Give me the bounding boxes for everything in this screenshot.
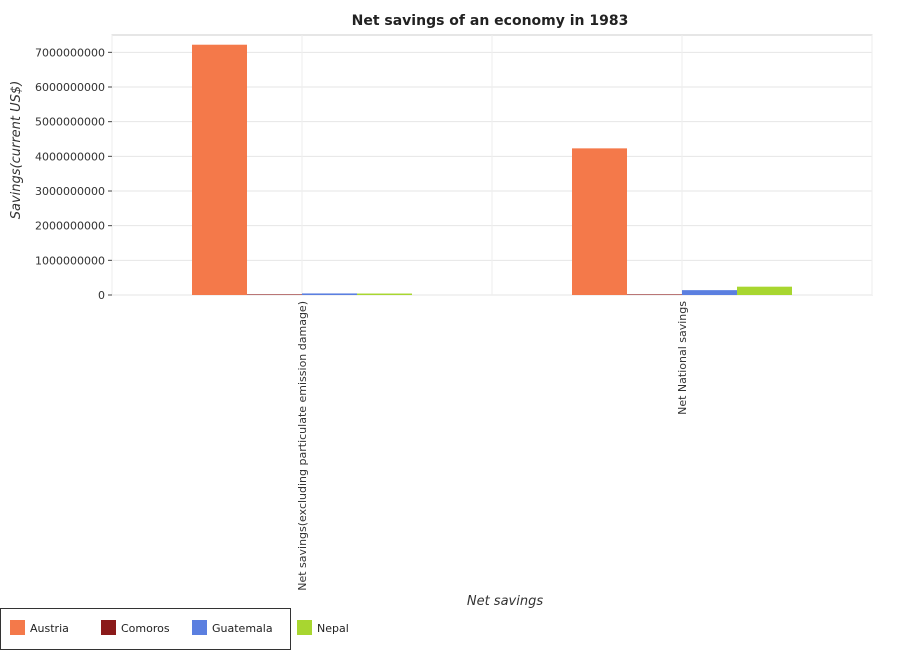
legend-swatch-austria [10,620,25,635]
bar-nepal-1 [737,286,792,295]
legend-swatch-guatemala [192,620,207,635]
bar-comoros-0 [247,294,302,295]
y-tick-label: 4000000000 [35,150,105,163]
axes: 0 1000000000 2000000000 3000000000 400000000… [35,46,689,590]
bar-austria-0 [192,44,247,295]
bar-guatemala-1 [682,290,737,295]
legend-box [0,608,291,650]
y-tick-label: 3000000000 [35,185,105,198]
legend-label-austria: Austria [30,622,69,635]
x-tick-label: Net savings(excluding particulate emissi… [296,301,309,591]
y-tick-label: 6000000000 [35,81,105,94]
y-axis-label: Savings(current US$) [9,81,24,220]
legend: Austria Comoros Guatemala Nepal [0,608,349,650]
y-tick-label: 1000000000 [35,254,105,267]
bars [192,44,792,295]
y-tick-label: 7000000000 [35,46,105,59]
x-axis-label: Net savings [467,594,543,609]
chart-title: Net savings of an economy in 1983 [352,13,629,29]
bar-comoros-1 [627,294,682,295]
legend-label-comoros: Comoros [121,622,170,635]
y-tick-label: 2000000000 [35,220,105,233]
legend-label-guatemala: Guatemala [212,622,273,635]
bar-nepal-0 [357,293,412,295]
bar-guatemala-0 [302,293,357,295]
legend-swatch-comoros [101,620,116,635]
legend-label-nepal: Nepal [317,622,349,635]
y-tick-label: 0 [98,289,105,302]
y-tick-label: 5000000000 [35,116,105,129]
legend-swatch-nepal [297,620,312,635]
bar-austria-1 [572,148,627,295]
x-tick-label: Net National savings [676,301,689,415]
